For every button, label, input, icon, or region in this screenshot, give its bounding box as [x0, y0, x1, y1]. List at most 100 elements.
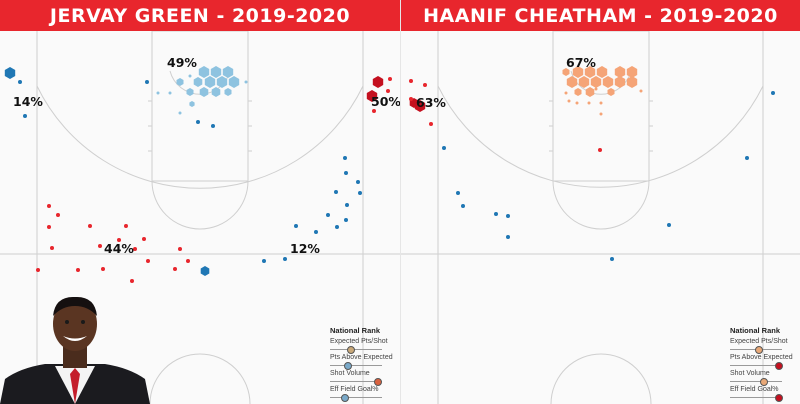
legend-row: Eff Field Goal% [730, 386, 784, 402]
shot-mark [626, 76, 638, 88]
right-court-svg: 67% 63% [401, 31, 800, 404]
zone-label-right-wing: 12% [290, 241, 320, 256]
shot-mark [193, 77, 203, 87]
shot-mark [442, 146, 446, 150]
shot-mark [145, 80, 149, 84]
shot-mark [189, 101, 195, 107]
panel-divider [400, 0, 401, 404]
rank-track [330, 397, 382, 398]
shot-mark [386, 89, 390, 93]
shot-mark [50, 246, 54, 250]
rank-level-dot [373, 378, 382, 386]
shot-mark [36, 268, 40, 272]
shot-mark [199, 87, 209, 97]
shot-mark [596, 66, 608, 78]
shot-mark [56, 213, 60, 217]
shot-mark [610, 257, 614, 261]
shot-mark [198, 66, 210, 78]
rank-track [330, 381, 382, 382]
shot-mark [562, 68, 570, 76]
shot-mark [216, 76, 228, 88]
shot-mark [429, 122, 433, 126]
shot-mark [335, 225, 339, 229]
legend-row: Shot Volume [730, 370, 782, 386]
shot-mark [598, 148, 602, 152]
shot-mark [343, 156, 347, 160]
shot-mark [344, 218, 348, 222]
court-lines [401, 31, 800, 404]
shot-mark [745, 156, 749, 160]
shot-mark [639, 89, 643, 93]
legend-row-label: Expected Pts/Shot [730, 338, 788, 345]
shot-mark [178, 111, 182, 115]
shot-mark [594, 87, 598, 91]
legend-row: Expected Pts/Shot [330, 338, 388, 354]
legend-row-label: Shot Volume [330, 370, 370, 377]
shot-mark [244, 80, 248, 84]
shot-mark [130, 279, 134, 283]
shot-mark [506, 214, 510, 218]
shot-mark [124, 224, 128, 228]
zone-label-rim: 49% [167, 55, 197, 70]
shot-mark [667, 223, 671, 227]
right-shot-marks [409, 66, 775, 261]
player-headshot [0, 296, 150, 404]
shot-mark [200, 266, 210, 276]
shot-mark [176, 78, 184, 86]
rank-level-dot [775, 394, 784, 402]
shot-mark [204, 76, 216, 88]
shot-mark [494, 212, 498, 216]
shot-mark [314, 230, 318, 234]
shot-mark [607, 88, 615, 96]
shot-mark [599, 101, 603, 105]
shot-mark [262, 259, 266, 263]
shot-mark [423, 83, 427, 87]
shot-mark [456, 191, 460, 195]
shot-mark [117, 238, 121, 242]
shot-mark [564, 91, 568, 95]
legend-row-label: Expected Pts/Shot [330, 338, 388, 345]
legend-title: National Rank [330, 326, 381, 335]
legend-row: Expected Pts/Shot [730, 338, 788, 354]
legend-row: Pts Above Expected [730, 354, 793, 370]
shot-mark [188, 74, 192, 78]
shot-mark [578, 76, 590, 88]
rank-level-dot [344, 362, 353, 370]
shot-mark [567, 99, 571, 103]
shot-mark [210, 66, 222, 78]
shot-mark [47, 225, 51, 229]
zone-label-left-corner: 14% [13, 94, 43, 109]
shot-mark [222, 66, 234, 78]
shot-mark [98, 244, 102, 248]
shot-mark [409, 97, 413, 101]
shot-mark [345, 203, 349, 207]
shot-mark [4, 67, 16, 79]
shot-mark [101, 267, 105, 271]
shot-mark [173, 267, 177, 271]
left-chart-title: JERVAY GREEN - 2019-2020 [0, 0, 400, 31]
shot-mark [294, 224, 298, 228]
shot-mark [186, 259, 190, 263]
rank-track [730, 381, 782, 382]
rank-level-dot [340, 394, 349, 402]
shot-mark [372, 76, 384, 88]
shot-mark [602, 76, 614, 88]
legend-row-label: Pts Above Expected [730, 354, 793, 361]
shot-mark [506, 235, 510, 239]
shot-mark [461, 204, 465, 208]
shot-mark [211, 87, 221, 97]
shot-mark [156, 91, 160, 95]
shot-mark [211, 124, 215, 128]
legend-row: Shot Volume [330, 370, 382, 386]
shot-mark [574, 88, 582, 96]
shot-mark [186, 88, 194, 96]
shot-mark [18, 80, 22, 84]
rank-level-dot [346, 346, 355, 354]
shot-mark [88, 224, 92, 228]
zone-label-left-wing: 44% [104, 241, 134, 256]
shot-mark [178, 247, 182, 251]
shot-mark [614, 66, 626, 78]
shot-mark [409, 79, 413, 83]
shot-mark [76, 268, 80, 272]
shot-mark [771, 91, 775, 95]
